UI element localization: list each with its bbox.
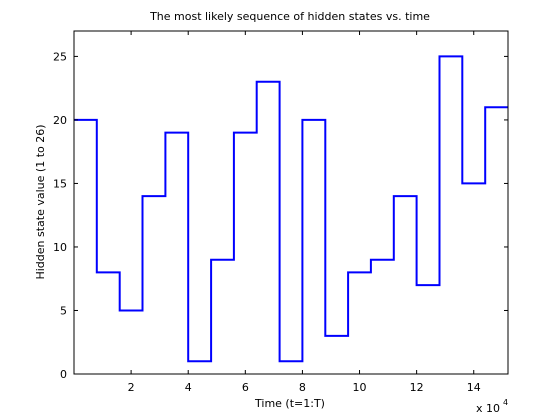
y-tick-label: 10 [53,241,67,254]
x-multiplier-base: x 10 [476,402,500,415]
y-axis-ticks: 0 5 10 15 20 25 [53,50,508,381]
hidden-state-series-line [74,55,508,363]
x-tick-label: 14 [467,381,481,394]
y-tick-label: 25 [53,50,67,63]
y-tick-label: 5 [60,304,67,317]
x-tick-label: 4 [185,381,192,394]
axes-box [73,30,509,375]
x-axis-ticks: 2 4 6 8 10 12 14 [128,31,481,394]
x-tick-label: 6 [242,381,249,394]
chart-title: The most likely sequence of hidden state… [149,10,430,23]
x-axis-multiplier: x 10 4 [476,398,508,415]
y-axis-label: Hidden state value (1 to 26) [34,124,47,279]
x-tick-label: 8 [299,381,306,394]
x-multiplier-exponent: 4 [503,398,508,407]
x-tick-label: 2 [128,381,135,394]
x-axis-label: Time (t=1:T) [254,397,325,410]
y-tick-label: 0 [60,368,67,381]
y-tick-label: 20 [53,114,67,127]
x-tick-label: 10 [353,381,367,394]
y-tick-label: 15 [53,177,67,190]
x-tick-label: 12 [410,381,424,394]
series-layer [74,55,508,363]
